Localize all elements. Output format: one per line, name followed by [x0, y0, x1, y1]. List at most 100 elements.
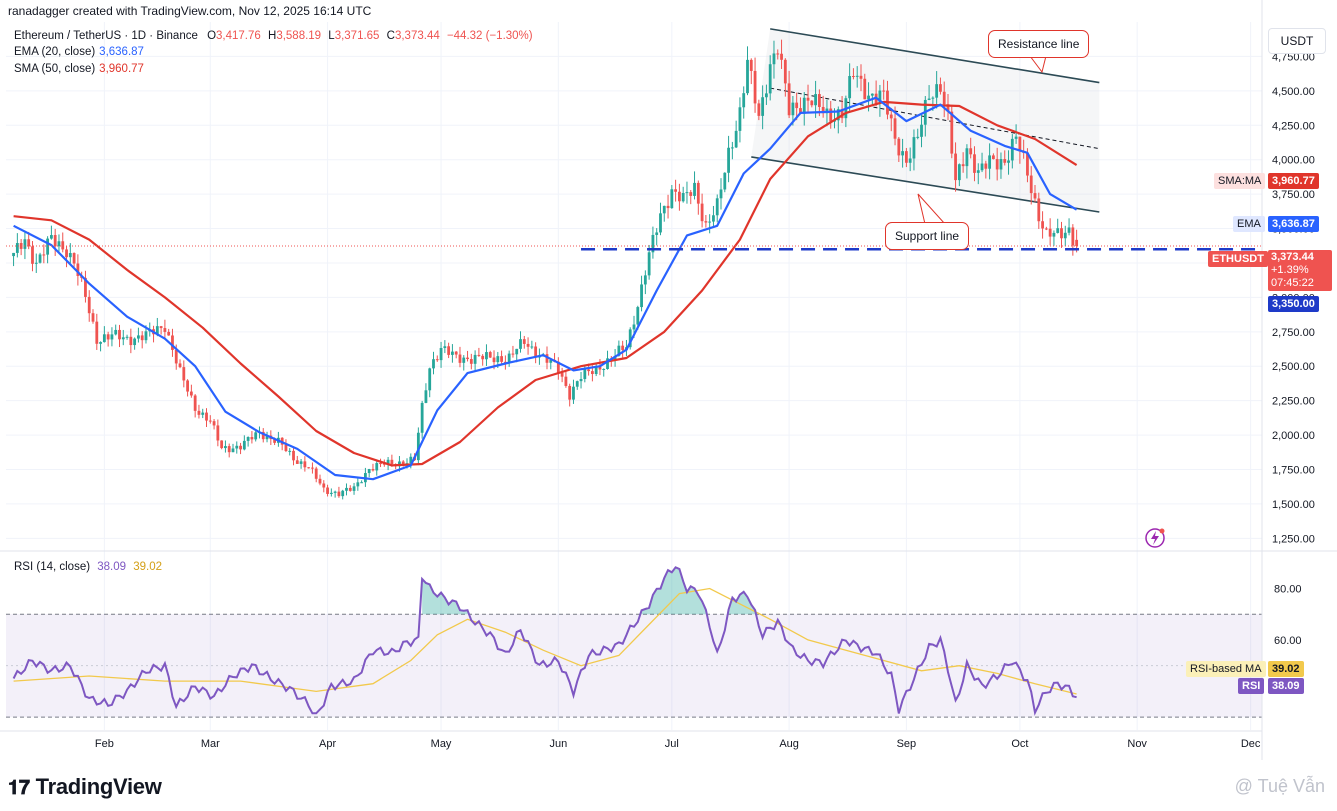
- candle-body[interactable]: [398, 461, 401, 467]
- candle-body[interactable]: [466, 357, 469, 360]
- candle-body[interactable]: [855, 75, 859, 77]
- candle-body[interactable]: [522, 339, 526, 344]
- candle-body[interactable]: [636, 307, 640, 325]
- candle-body[interactable]: [379, 463, 382, 465]
- candle-body[interactable]: [757, 103, 761, 116]
- candle-body[interactable]: [220, 440, 224, 449]
- candle-body[interactable]: [659, 213, 662, 233]
- candle-body[interactable]: [65, 249, 68, 258]
- candle-body[interactable]: [481, 355, 485, 360]
- candle-body[interactable]: [897, 138, 901, 156]
- candle-body[interactable]: [519, 339, 522, 349]
- candle-body[interactable]: [817, 94, 821, 107]
- candle-body[interactable]: [61, 241, 65, 250]
- candle-body[interactable]: [647, 252, 651, 276]
- candlestick-series[interactable]: [12, 39, 1079, 500]
- candle-body[interactable]: [307, 467, 311, 469]
- candle-body[interactable]: [685, 192, 689, 194]
- candle-body[interactable]: [314, 468, 318, 479]
- candle-body[interactable]: [242, 440, 246, 450]
- candle-body[interactable]: [677, 191, 681, 202]
- candle-body[interactable]: [693, 182, 696, 196]
- candle-body[interactable]: [995, 159, 999, 170]
- candle-body[interactable]: [821, 106, 825, 114]
- sma-50-line[interactable]: [13, 100, 1078, 467]
- candle-body[interactable]: [606, 358, 609, 369]
- candle-body[interactable]: [1041, 221, 1044, 229]
- candle-body[interactable]: [617, 345, 621, 356]
- candle-body[interactable]: [806, 97, 810, 101]
- candle-body[interactable]: [246, 437, 250, 441]
- candle-body[interactable]: [719, 189, 723, 199]
- candle-body[interactable]: [734, 130, 738, 148]
- candle-body[interactable]: [708, 221, 712, 223]
- candle-body[interactable]: [942, 91, 946, 105]
- candle-body[interactable]: [299, 461, 303, 464]
- candle-body[interactable]: [432, 359, 435, 369]
- candle-body[interactable]: [129, 336, 133, 346]
- candle-body[interactable]: [882, 90, 886, 92]
- candle-body[interactable]: [829, 108, 833, 122]
- candle-body[interactable]: [969, 148, 973, 155]
- candle-body[interactable]: [23, 239, 27, 249]
- candle-body[interactable]: [787, 83, 791, 116]
- candle-body[interactable]: [288, 450, 292, 452]
- candle-body[interactable]: [568, 385, 572, 400]
- candle-body[interactable]: [870, 93, 874, 96]
- tradingview-logo[interactable]: 𝟏𝟕 TradingView: [8, 774, 162, 800]
- candle-body[interactable]: [352, 486, 356, 491]
- candle-body[interactable]: [621, 345, 625, 351]
- candle-body[interactable]: [451, 351, 454, 355]
- candle-body[interactable]: [712, 215, 715, 222]
- candle-body[interactable]: [84, 277, 87, 297]
- candle-body[interactable]: [382, 463, 386, 465]
- candle-body[interactable]: [560, 372, 564, 377]
- symbol-legend[interactable]: Ethereum / TetherUS · 1D · Binance O3,41…: [14, 28, 533, 44]
- candle-body[interactable]: [810, 100, 814, 106]
- candle-body[interactable]: [53, 235, 57, 247]
- candle-body[interactable]: [643, 275, 647, 285]
- time-axis[interactable]: Feb Mar Apr May Jun Jul Aug Sep Oct Nov Dec: [0, 730, 1262, 750]
- candle-body[interactable]: [564, 376, 568, 386]
- candle-body[interactable]: [311, 467, 314, 469]
- candle-body[interactable]: [163, 328, 167, 332]
- candle-body[interactable]: [507, 353, 511, 363]
- candle-body[interactable]: [31, 246, 34, 264]
- candle-body[interactable]: [526, 343, 530, 347]
- candle-body[interactable]: [1056, 228, 1060, 233]
- candle-body[interactable]: [292, 450, 295, 461]
- candle-body[interactable]: [118, 329, 121, 340]
- candle-body[interactable]: [322, 483, 326, 488]
- candle-body[interactable]: [27, 239, 31, 247]
- candle-body[interactable]: [144, 331, 148, 341]
- candle-body[interactable]: [704, 221, 708, 223]
- rsi-legend[interactable]: RSI (14, close) 38.09 39.02: [14, 559, 162, 575]
- candle-body[interactable]: [121, 337, 125, 340]
- candle-body[interactable]: [867, 95, 870, 100]
- candle-body[interactable]: [848, 76, 852, 99]
- candle-body[interactable]: [1018, 136, 1022, 152]
- candle-body[interactable]: [908, 158, 912, 163]
- candle-body[interactable]: [333, 491, 337, 493]
- candle-body[interactable]: [250, 437, 254, 440]
- candle-body[interactable]: [723, 172, 727, 190]
- candle-body[interactable]: [205, 412, 208, 421]
- candle-body[interactable]: [556, 361, 560, 373]
- candle-body[interactable]: [390, 459, 394, 465]
- candle-body[interactable]: [189, 391, 193, 396]
- symbol-name[interactable]: Ethereum / TetherUS · 1D · Binance: [14, 30, 198, 42]
- candle-body[interactable]: [178, 363, 182, 368]
- candle-body[interactable]: [49, 235, 53, 239]
- candle-body[interactable]: [485, 352, 488, 360]
- candle-body[interactable]: [1060, 228, 1063, 239]
- candle-body[interactable]: [133, 338, 137, 346]
- candle-body[interactable]: [462, 357, 466, 363]
- candle-body[interactable]: [640, 284, 643, 308]
- candle-body[interactable]: [878, 90, 882, 104]
- candle-body[interactable]: [927, 98, 931, 100]
- candle-body[interactable]: [265, 435, 269, 440]
- candle-body[interactable]: [768, 64, 772, 94]
- candle-body[interactable]: [171, 335, 174, 350]
- candle-body[interactable]: [572, 386, 575, 400]
